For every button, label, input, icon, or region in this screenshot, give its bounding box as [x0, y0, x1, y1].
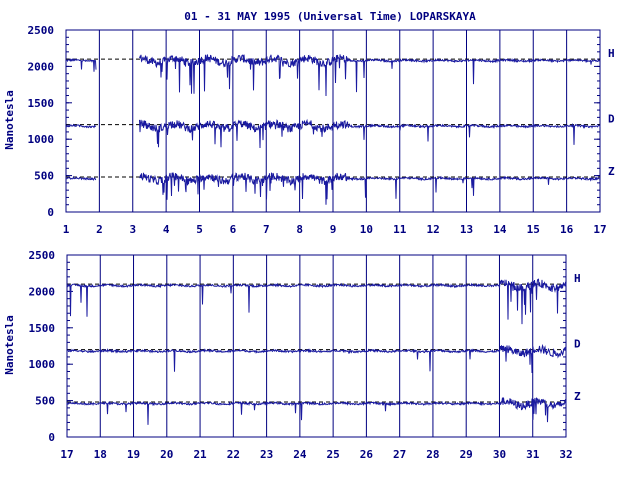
- x-tick-label: 31: [526, 448, 540, 461]
- x-tick-label: 20: [160, 448, 173, 461]
- x-tick-label: 30: [493, 448, 506, 461]
- x-tick-label: 22: [227, 448, 240, 461]
- x-tick-label: 17: [60, 448, 73, 461]
- x-tick-label: 10: [360, 223, 373, 236]
- y-tick-label: 500: [34, 170, 54, 183]
- y-tick-label: 2500: [28, 24, 55, 37]
- y-tick-label: 2000: [29, 285, 56, 298]
- y-tick-label: 2500: [29, 249, 56, 262]
- y-axis-label-bottom: Nanotesla: [3, 315, 16, 375]
- y-tick-label: 2000: [28, 60, 55, 73]
- x-tick-label: 3: [129, 223, 136, 236]
- series-label-d: D: [608, 113, 615, 126]
- x-tick-label: 26: [360, 448, 374, 461]
- x-tick-label: 5: [196, 223, 203, 236]
- x-tick-label: 11: [393, 223, 407, 236]
- x-tick-label: 12: [427, 223, 440, 236]
- x-tick-label: 32: [559, 448, 572, 461]
- trace-z: [65, 172, 601, 205]
- series-label-z: Z: [608, 165, 615, 178]
- x-tick-label: 1: [63, 223, 70, 236]
- x-tick-label: 9: [330, 223, 337, 236]
- x-tick-label: 19: [127, 448, 140, 461]
- chart-title: 01 - 31 MAY 1995 (Universal Time) LOPARS…: [184, 10, 476, 23]
- y-tick-label: 1500: [29, 322, 56, 335]
- x-tick-label: 25: [327, 448, 340, 461]
- trace-d: [65, 118, 601, 149]
- x-tick-label: 17: [593, 223, 606, 236]
- x-tick-label: 7: [263, 223, 270, 236]
- x-tick-label: 6: [230, 223, 237, 236]
- x-tick-label: 14: [493, 223, 507, 236]
- x-tick-label: 29: [460, 448, 473, 461]
- x-tick-label: 8: [296, 223, 303, 236]
- series-label-d: D: [574, 338, 581, 351]
- y-tick-label: 1500: [28, 97, 55, 110]
- trace-h: [66, 278, 567, 325]
- series-label-h: H: [608, 47, 615, 60]
- x-tick-label: 13: [460, 223, 473, 236]
- panel-bottom: 17 18 19 20 21 22 23 24 25 26 27 28 29 30 31 32 0 500 1000…: [29, 249, 582, 461]
- series-label-z: Z: [574, 390, 581, 403]
- x-tick-label: 15: [527, 223, 540, 236]
- panel-top: 1 2 3 4 5 6 7 8 9 10 11 12 13 14 15 16 17050010001500200…: [28, 24, 616, 236]
- x-tick-label: 23: [260, 448, 273, 461]
- y-axis-label-top: Nanotesla: [3, 90, 16, 150]
- x-tick-label: 18: [94, 448, 107, 461]
- x-tick-label: 27: [393, 448, 406, 461]
- x-tick-label: 4: [163, 223, 170, 236]
- y-tick-label: 500: [35, 395, 55, 408]
- x-tick-label: 24: [293, 448, 307, 461]
- y-tick-label: 0: [48, 431, 55, 444]
- trace-h: [66, 54, 601, 97]
- plot-frame: [66, 254, 567, 438]
- series-label-h: H: [574, 272, 581, 285]
- x-tick-label: 16: [560, 223, 574, 236]
- x-tick-label: 2: [96, 223, 103, 236]
- y-tick-label: 1000: [29, 358, 56, 371]
- y-tick-label: 1000: [28, 133, 55, 146]
- trace-d: [66, 343, 567, 374]
- x-tick-label: 21: [193, 448, 207, 461]
- trace-z: [66, 397, 567, 425]
- y-tick-label: 0: [47, 206, 54, 219]
- x-tick-label: 28: [426, 448, 439, 461]
